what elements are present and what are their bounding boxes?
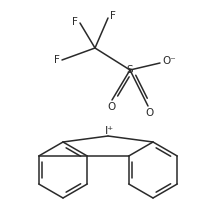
Text: O: O (145, 108, 153, 118)
Text: O⁻: O⁻ (162, 56, 176, 66)
Text: O: O (107, 102, 115, 112)
Text: S: S (127, 65, 133, 75)
Text: F: F (110, 11, 116, 21)
Text: F: F (72, 17, 78, 27)
Text: F: F (54, 55, 60, 65)
Text: I⁺: I⁺ (105, 126, 114, 136)
